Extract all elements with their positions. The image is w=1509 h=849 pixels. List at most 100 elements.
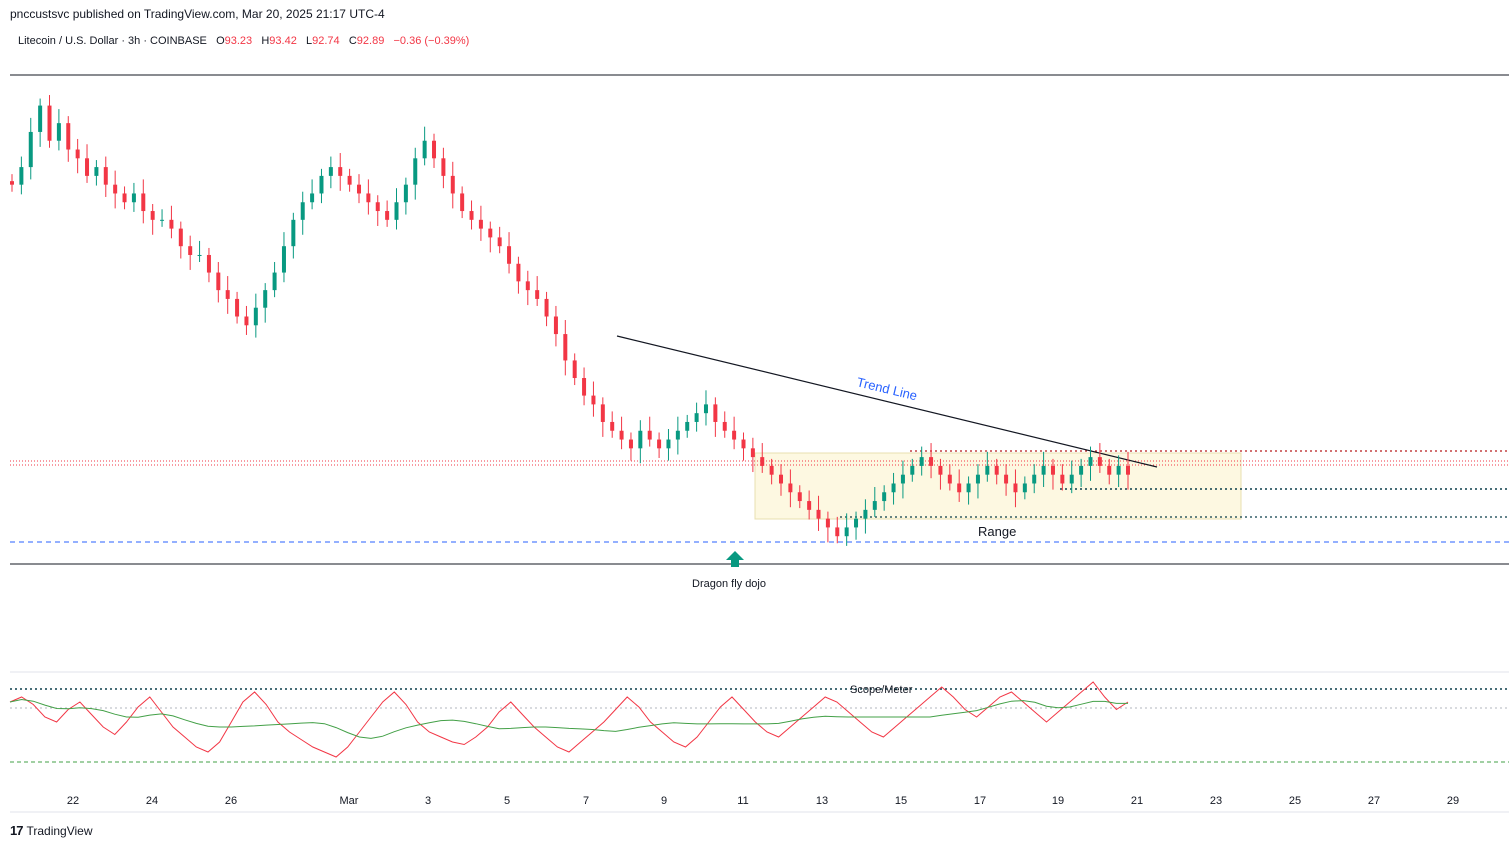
candle-body	[225, 290, 230, 299]
candle-body	[947, 474, 952, 484]
candle-body	[478, 219, 483, 229]
dragonfly-label: Dragon fly dojo	[692, 578, 766, 590]
candle-body	[103, 167, 108, 185]
candle-body	[516, 263, 521, 282]
candle-body	[469, 211, 474, 220]
candle-body	[891, 483, 896, 493]
candle-body	[281, 246, 286, 273]
candle-body	[929, 457, 934, 466]
candle-body	[253, 307, 258, 326]
brand-label: TradingView	[26, 823, 93, 838]
candle-body	[582, 378, 587, 396]
candle-body	[94, 167, 99, 176]
candle-body	[525, 281, 530, 291]
candle-body	[488, 228, 493, 238]
candle-body	[675, 430, 680, 440]
candle-body	[122, 193, 127, 203]
candle-body	[994, 465, 999, 475]
range-box[interactable]	[754, 452, 1242, 520]
candle-body	[666, 439, 671, 449]
candle-body	[328, 167, 333, 176]
candle-body	[1097, 457, 1102, 466]
candle-body	[319, 175, 324, 194]
candle-body	[150, 211, 155, 220]
candle-body	[1013, 483, 1018, 493]
footer-brand[interactable]: 17 TradingView	[10, 823, 93, 838]
candle-body	[797, 492, 802, 502]
candle-body	[769, 465, 774, 475]
candle-body	[985, 465, 990, 475]
candle-body	[619, 430, 624, 440]
candle-body	[1022, 483, 1027, 493]
candle-body	[178, 228, 183, 247]
candle-body	[66, 123, 71, 150]
candle-body	[713, 404, 718, 422]
dragonfly-arrow-icon[interactable]	[726, 551, 744, 567]
candle-body	[263, 290, 268, 308]
candle-body	[1032, 474, 1037, 484]
candle-body	[356, 184, 361, 194]
candle-body	[113, 184, 118, 194]
candle-body	[56, 123, 61, 141]
candle-body	[413, 158, 418, 185]
candle-body	[966, 483, 971, 493]
candle-body	[900, 474, 905, 484]
candle-body	[347, 175, 352, 185]
candle-body	[206, 254, 211, 273]
candle-body	[854, 518, 859, 528]
candle-body	[1041, 465, 1046, 475]
candle-body	[535, 290, 540, 299]
candle-body	[919, 457, 924, 466]
candle-body	[188, 246, 193, 255]
candle-body	[610, 421, 615, 431]
candle-body	[244, 316, 249, 326]
candle-body	[685, 421, 690, 431]
candle-body	[169, 219, 174, 229]
x-tick-label: 3	[425, 795, 431, 807]
candle-body	[38, 105, 43, 132]
scope-meter-label: Scope/Meter	[850, 684, 913, 696]
candle-body	[1069, 474, 1074, 484]
candle-body	[450, 175, 455, 194]
candle-body	[910, 465, 915, 475]
candle-body	[75, 149, 80, 159]
candle-body	[10, 181, 14, 185]
candle-body	[703, 404, 708, 414]
candle-body	[1116, 465, 1121, 475]
x-tick-label: 22	[67, 795, 79, 807]
close-value: 92.89	[356, 35, 385, 47]
trend-line[interactable]	[616, 335, 1158, 468]
candle-body	[722, 421, 727, 431]
candle-body	[825, 518, 830, 528]
candle-body	[403, 184, 408, 203]
candle-body	[300, 202, 305, 220]
candle-body	[975, 474, 980, 484]
candle-body	[788, 483, 793, 493]
candle-body	[1060, 474, 1065, 484]
candle-body	[835, 527, 840, 537]
candle-body	[507, 246, 512, 264]
open-label: O	[216, 35, 225, 47]
candle-body	[1079, 465, 1084, 475]
candle-body	[291, 219, 296, 247]
candle-body	[647, 430, 652, 440]
candle-body	[160, 219, 165, 221]
x-tick-label: 9	[661, 795, 667, 807]
close-label: C	[348, 35, 357, 47]
candle-body	[47, 105, 52, 141]
candle-body	[216, 272, 221, 291]
candle-body	[235, 298, 240, 317]
candle-body	[422, 140, 427, 159]
candle-body	[563, 334, 568, 361]
candle-body	[131, 193, 136, 203]
symbol-label[interactable]: Litecoin / U.S. Dollar · 3h · COINBASE	[18, 35, 207, 47]
x-tick-label: Mar	[340, 795, 359, 807]
x-tick-label: 23	[1210, 795, 1222, 807]
range-label: Range	[978, 524, 1016, 539]
candle-body	[600, 404, 605, 422]
candle-body	[394, 202, 399, 220]
candle-body	[544, 298, 549, 317]
rsi-line	[9, 681, 1129, 758]
candle-body	[85, 158, 90, 176]
